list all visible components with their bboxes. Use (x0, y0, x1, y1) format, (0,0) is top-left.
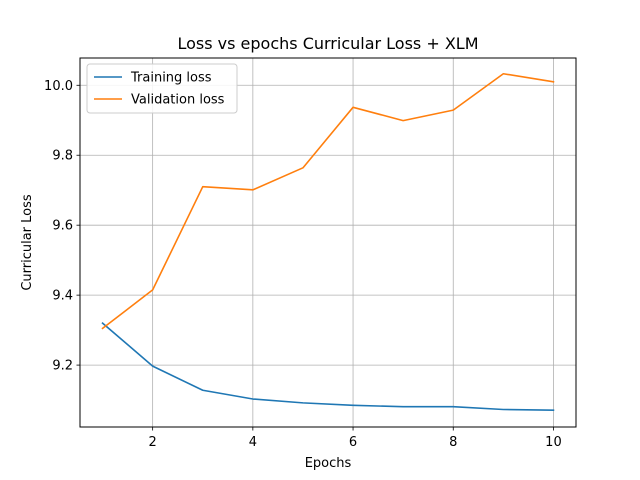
series-line-training-loss (101, 321, 555, 412)
plot-frame (79, 57, 577, 428)
series-group (101, 72, 555, 412)
y-tick-label: 10.0 (44, 79, 73, 94)
x-axis: 2 4 6 8 10 (149, 427, 562, 450)
y-tick-label: 9.4 (52, 289, 73, 304)
legend: Training loss Validation loss (86, 63, 238, 114)
grid (80, 58, 576, 427)
legend-label: Validation loss (131, 93, 225, 108)
series-line-validation-loss (101, 72, 555, 330)
legend-label: Training loss (130, 71, 212, 86)
y-tick-label: 9.2 (52, 359, 73, 374)
chart-title: Loss vs epochs Curricular Loss + XLM (177, 34, 478, 53)
x-axis-title: Epochs (305, 456, 352, 471)
y-tick-label: 9.6 (52, 219, 73, 234)
x-tick-label: 6 (349, 435, 357, 450)
x-tick-label: 4 (249, 435, 257, 450)
x-tick-label: 10 (545, 435, 562, 450)
y-axis-title: Curricular Loss (20, 194, 35, 291)
legend-box (86, 63, 238, 114)
x-tick-label: 8 (449, 435, 457, 450)
x-tick-label: 2 (149, 435, 157, 450)
y-axis: 9.2 9.4 9.6 9.8 10.0 (44, 79, 80, 374)
y-tick-label: 9.8 (52, 149, 73, 164)
